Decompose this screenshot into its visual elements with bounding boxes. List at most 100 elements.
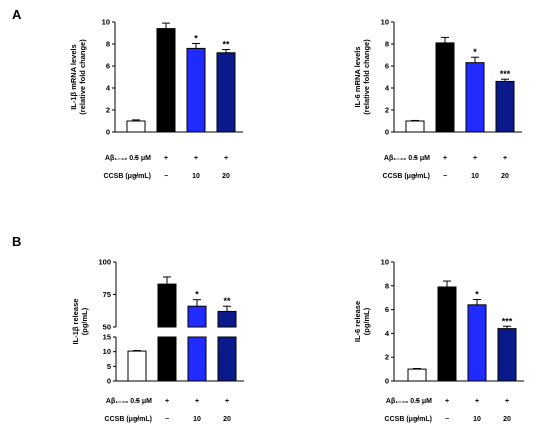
bar-upper	[157, 283, 177, 328]
bar	[156, 28, 176, 133]
abeta-sign: +	[224, 155, 228, 162]
y-axis-label: IL-1β release	[71, 299, 80, 345]
y-tick-label: 4	[385, 329, 390, 338]
bar	[437, 286, 457, 382]
ccsb-value: −	[445, 416, 449, 423]
y-tick-label: 10	[381, 258, 389, 267]
ccsb-value: −	[134, 173, 138, 180]
y-axis-label: IL-6 release	[353, 301, 362, 342]
abeta-sign: +	[195, 398, 199, 405]
significance-marker: ***	[500, 69, 511, 79]
y-tick-label: 6	[106, 62, 110, 71]
bar	[186, 47, 206, 133]
bar	[465, 62, 485, 133]
bar	[435, 42, 455, 133]
significance-marker: *	[475, 289, 479, 299]
y-tick-label: 8	[385, 40, 389, 49]
y-tick-label: 2	[106, 106, 110, 115]
significance-marker: **	[223, 296, 231, 306]
y-tick-label: 8	[385, 281, 389, 290]
y-tick-label: 100	[98, 258, 111, 267]
y-tick-label: 4	[385, 84, 390, 93]
y-axis-label: IL-6 mRNA levels	[353, 47, 362, 108]
y-tick-label: 2	[385, 106, 389, 115]
ccsb-value: 20	[223, 416, 231, 423]
bar-upper	[187, 305, 207, 328]
ccsb-value: 10	[471, 173, 479, 180]
significance-marker: *	[473, 47, 477, 57]
y-axis-label: (relative fold change)	[362, 39, 371, 115]
y-tick-label: 0	[106, 128, 110, 137]
y-tick-label: 6	[385, 305, 389, 314]
significance-marker: *	[194, 33, 198, 43]
ccsb-row-label: CCSB (μg/mL)	[385, 416, 432, 423]
y-tick-label: 15	[103, 333, 111, 342]
abeta-sign: +	[164, 155, 168, 162]
bar-upper	[217, 310, 237, 328]
abeta-sign: +	[503, 155, 507, 162]
ccsb-value: −	[413, 173, 417, 180]
y-tick-label: 10	[103, 347, 111, 356]
bar	[127, 350, 147, 382]
bar	[497, 328, 517, 382]
bar	[126, 120, 146, 133]
ccsb-row-label: CCSB (μg/mL)	[105, 416, 152, 423]
ccsb-value: 10	[192, 173, 200, 180]
chart-4: 0 2 4 6 8 10 IL-6 release (pg/mL) − − + − * +10 *** +20…	[353, 258, 524, 423]
y-tick-label: 2	[385, 353, 389, 362]
abeta-sign: −	[415, 398, 419, 405]
abeta-sign: +	[225, 398, 229, 405]
abeta-sign: −	[135, 398, 139, 405]
abeta-row-label: Aβ₁₋₄₂ 0.5 μM	[106, 398, 152, 405]
ccsb-value: 10	[473, 416, 481, 423]
bar	[467, 304, 487, 382]
chart-2: 0 2 4 6 8 10 IL-6 mRNA levels (relative fold ch…	[353, 18, 522, 180]
bar	[216, 52, 236, 133]
ccsb-value: −	[443, 173, 447, 180]
significance-marker: ***	[502, 316, 513, 326]
abeta-row-label: Aβ₁₋₄₂ 0.5 μM	[386, 398, 432, 405]
abeta-row-label: Aβ₁₋₄₂ 0.5 μM	[105, 155, 151, 162]
ccsb-value: −	[415, 416, 419, 423]
abeta-sign: +	[443, 155, 447, 162]
ccsb-value: −	[164, 173, 168, 180]
chart-1: 0 2 4 6 8 10 IL-1β mRNA levels (relative fold c…	[69, 18, 243, 180]
y-tick-label: 5	[107, 362, 111, 371]
y-axis-label: (relative fold change)	[78, 39, 87, 115]
y-axis-label: IL-1β mRNA levels	[69, 44, 78, 110]
ccsb-value: −	[165, 416, 169, 423]
abeta-row-label: Aβ₁₋₄₂ 0.5 μM	[384, 155, 430, 162]
y-tick-label: 50	[103, 323, 111, 332]
y-tick-label: 4	[106, 84, 111, 93]
y-tick-label: 10	[102, 18, 110, 27]
y-tick-label: 0	[385, 377, 389, 386]
bar	[405, 120, 425, 133]
ccsb-value: 20	[503, 416, 511, 423]
ccsb-row-label: CCSB (μg/mL)	[104, 173, 151, 180]
ccsb-value: 10	[193, 416, 201, 423]
abeta-sign: +	[165, 398, 169, 405]
bar-lower	[157, 336, 177, 382]
abeta-sign: −	[134, 155, 138, 162]
bar-lower	[217, 336, 237, 382]
bar	[407, 368, 427, 382]
ccsb-value: 20	[501, 173, 509, 180]
y-tick-label: 75	[103, 290, 111, 299]
significance-marker: *	[195, 290, 199, 300]
y-tick-label: 8	[106, 40, 110, 49]
panel-label-a: A	[12, 7, 22, 22]
y-tick-label: 0	[107, 377, 111, 386]
ccsb-value: −	[135, 416, 139, 423]
y-axis-label: (pg/mL)	[362, 307, 371, 335]
abeta-sign: +	[194, 155, 198, 162]
y-tick-label: 10	[381, 18, 389, 27]
abeta-sign: +	[505, 398, 509, 405]
abeta-sign: +	[475, 398, 479, 405]
abeta-sign: −	[413, 155, 417, 162]
bar	[495, 80, 515, 133]
y-axis-label: (pg/mL)	[80, 307, 89, 335]
ccsb-value: 20	[222, 173, 230, 180]
